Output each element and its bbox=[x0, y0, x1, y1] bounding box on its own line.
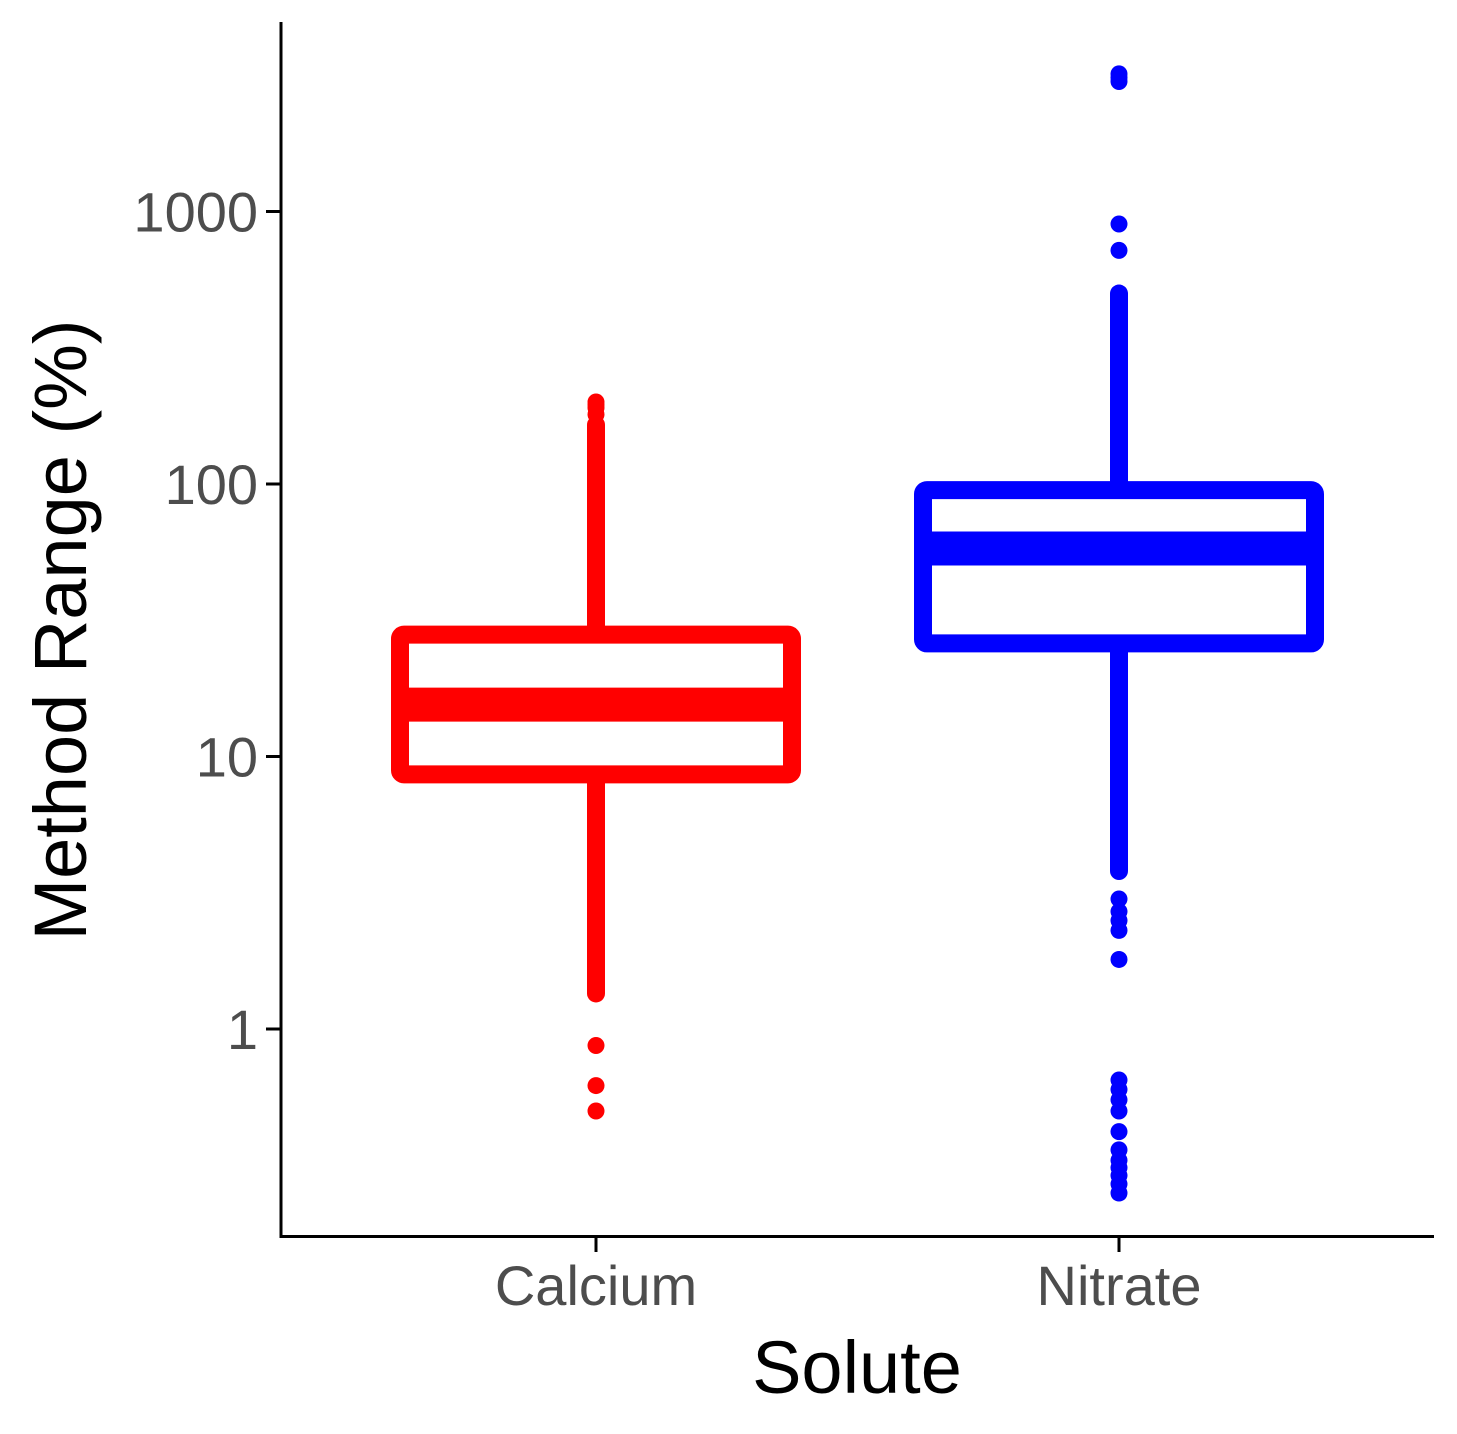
x-tick-label: Calcium bbox=[495, 1254, 697, 1317]
outlier-point bbox=[1110, 65, 1128, 83]
x-axis-ticks: Calcium Nitrate bbox=[495, 1238, 1202, 1317]
outlier-point bbox=[1110, 215, 1128, 233]
outlier-point bbox=[587, 1077, 605, 1095]
y-tick-label: 1 bbox=[227, 998, 258, 1061]
outlier-point bbox=[1110, 1123, 1128, 1141]
outlier-point bbox=[1110, 950, 1128, 968]
x-axis-title: Solute bbox=[752, 1326, 962, 1409]
outlier-point bbox=[1110, 890, 1128, 908]
outlier-point bbox=[1110, 241, 1128, 259]
outlier-point bbox=[1110, 1141, 1128, 1159]
outlier-point bbox=[1110, 1071, 1128, 1089]
y-tick-label: 100 bbox=[165, 453, 258, 516]
box-group-nitrate bbox=[914, 65, 1324, 1202]
outlier-point bbox=[587, 393, 605, 411]
plot-marks bbox=[391, 65, 1324, 1202]
outlier-point bbox=[587, 1036, 605, 1054]
outlier-point bbox=[1110, 902, 1128, 920]
box-group-calcium bbox=[391, 393, 801, 1120]
y-axis-ticks: 1 10 100 1000 bbox=[133, 181, 281, 1061]
iqr-box bbox=[914, 481, 1324, 653]
x-tick-label: Nitrate bbox=[1037, 1254, 1202, 1317]
y-axis-title: Method Range (%) bbox=[19, 319, 102, 940]
outlier-point bbox=[587, 1102, 605, 1120]
y-tick-label: 1000 bbox=[133, 181, 258, 244]
y-tick-label: 10 bbox=[196, 726, 258, 789]
